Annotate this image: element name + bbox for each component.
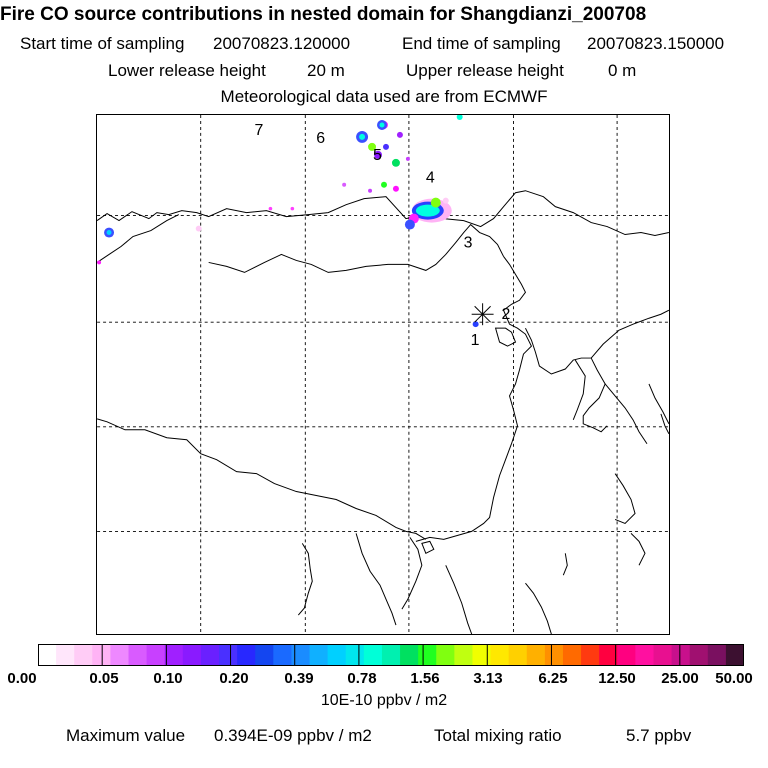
- total-mixing-value: 5.7 ppbv: [626, 726, 692, 745]
- plume-cluster-north: [342, 119, 410, 193]
- upper-release-value: 0 m: [608, 61, 637, 80]
- met-data-note: Meteorological data used are from ECMWF: [220, 87, 548, 106]
- colorbar-swatch: [345, 644, 365, 666]
- colorbar: [38, 644, 744, 666]
- colorbar-swatch: [128, 644, 148, 666]
- end-time-value: 20070823.150000: [587, 34, 725, 53]
- colorbar-tick: 6.25: [538, 670, 568, 687]
- colorbar-swatch: [146, 644, 166, 666]
- colorbar-swatch: [418, 644, 437, 666]
- plume-cluster-main: [404, 197, 452, 230]
- colorbar-swatch: [381, 644, 401, 666]
- colorbar-tick: 0.39: [284, 670, 314, 687]
- colorbar-swatch: [635, 644, 654, 666]
- map-panel: 7 6 5 4 3 2 1: [96, 114, 670, 635]
- colorbar-tick: 0.10: [153, 670, 183, 687]
- colorbar-swatch: [562, 644, 582, 666]
- colorbar-swatch: [472, 644, 492, 666]
- colorbar-swatch: [508, 644, 528, 666]
- colorbar-swatch: [309, 644, 329, 666]
- colorbar-swatch: [200, 644, 220, 666]
- colorbar-swatch: [291, 644, 311, 666]
- region-label-1: 1: [471, 332, 480, 349]
- colorbar-tick: 0.00: [7, 670, 37, 687]
- colorbar-swatch: [74, 644, 93, 666]
- colorbar-tick: 50.00: [715, 670, 753, 687]
- region-label-6: 6: [316, 130, 325, 147]
- colorbar-swatch: [255, 644, 274, 666]
- colorbar-swatch: [544, 644, 564, 666]
- plume-scattered: [97, 115, 479, 328]
- colorbar-swatch: [182, 644, 202, 666]
- station-marker: [471, 303, 494, 326]
- colorbar-swatch: [653, 644, 673, 666]
- region-label-3: 3: [464, 234, 473, 251]
- colorbar-swatch: [454, 644, 473, 666]
- upper-release-label: Upper release height: [406, 61, 564, 80]
- colorbar-swatch: [237, 644, 256, 666]
- colorbar-swatch: [707, 644, 727, 666]
- colorbar-swatch: [490, 644, 510, 666]
- max-value: 0.394E-09 ppbv / m2: [214, 726, 372, 745]
- colorbar-swatch: [617, 644, 636, 666]
- country-borders: [97, 190, 669, 634]
- colorbar-swatch: [436, 644, 455, 666]
- region-label-5: 5: [373, 147, 382, 164]
- start-time-label: Start time of sampling: [20, 34, 185, 53]
- colorbar-swatch: [526, 644, 546, 666]
- lower-release-label: Lower release height: [108, 61, 266, 80]
- colorbar-border: [38, 644, 744, 666]
- colorbar-units: 10E-10 ppbv / m2: [320, 692, 448, 709]
- colorbar-swatch: [671, 644, 691, 666]
- region-label-7: 7: [254, 122, 263, 139]
- colorbar-swatch: [581, 644, 600, 666]
- colorbar-swatch: [599, 644, 618, 666]
- colorbar-swatch: [400, 644, 419, 666]
- colorbar-tick: 0.05: [89, 670, 119, 687]
- colorbar-swatch: [92, 644, 111, 666]
- colorbar-swatch: [363, 644, 383, 666]
- colorbar-tick: 1.56: [410, 670, 440, 687]
- colorbar-tick: 25.00: [661, 670, 699, 687]
- colorbar-swatch: [110, 644, 130, 666]
- colorbar-swatch: [219, 644, 238, 666]
- colorbar-swatch: [38, 644, 57, 666]
- colorbar-swatch: [164, 644, 184, 666]
- colorbar-swatch: [689, 644, 709, 666]
- max-value-label: Maximum value: [66, 726, 186, 745]
- colorbar-tick: 0.20: [219, 670, 249, 687]
- end-time-label: End time of sampling: [402, 34, 561, 53]
- colorbar-swatch: [273, 644, 292, 666]
- map-title: Fire CO source contributions in nested d…: [0, 4, 647, 25]
- region-label-2: 2: [502, 306, 511, 323]
- colorbar-swatch: [56, 644, 75, 666]
- colorbar-tick: 0.78: [347, 670, 377, 687]
- total-mixing-label: Total mixing ratio: [434, 726, 562, 745]
- region-label-4: 4: [426, 170, 435, 187]
- lower-release-value: 20 m: [307, 61, 345, 80]
- colorbar-tick: 12.50: [598, 670, 636, 687]
- start-time-value: 20070823.120000: [213, 34, 351, 53]
- lat-lon-grid: [97, 115, 669, 634]
- colorbar-swatch: [327, 644, 347, 666]
- colorbar-swatch: [725, 644, 744, 666]
- colorbar-tick: 3.13: [473, 670, 503, 687]
